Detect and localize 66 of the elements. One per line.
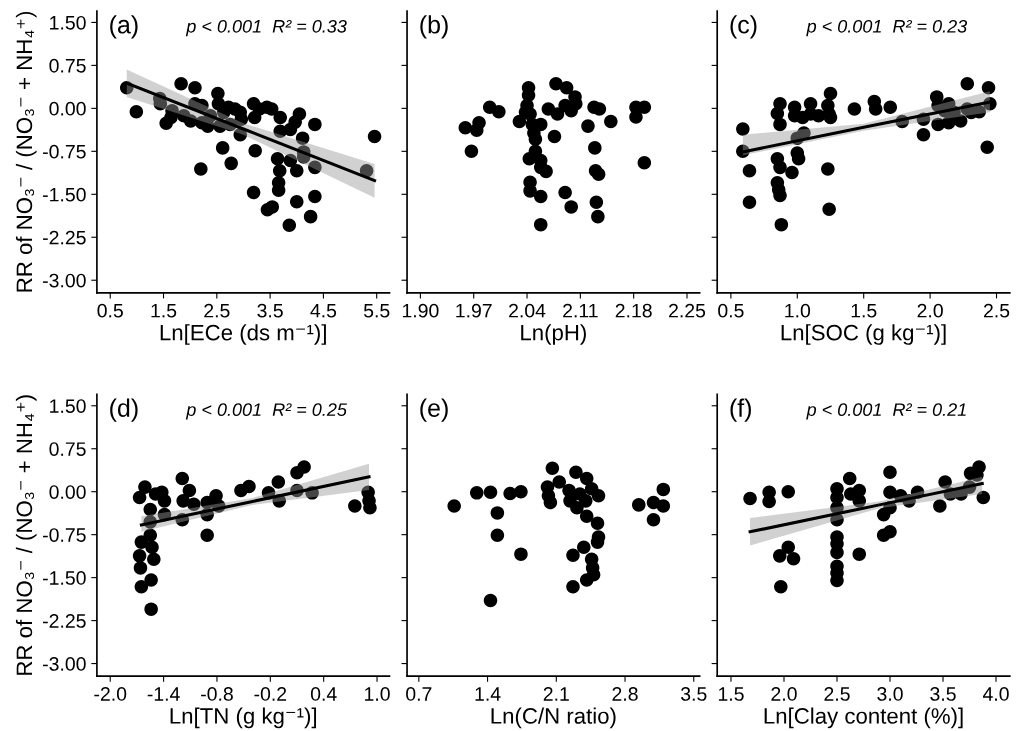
x-tick-label: 3.0 — [877, 687, 903, 701]
x-tick-label: 1.97 — [456, 303, 492, 318]
y-tick-label: 0.75 — [49, 58, 86, 73]
x-tick-label: 2.8 — [612, 687, 638, 701]
y-tick-label: -3.00 — [43, 657, 86, 671]
annotation: (c) — [730, 15, 757, 39]
x-tick-label: 5.5 — [363, 303, 390, 318]
x-tick-label: 0.5 — [718, 303, 744, 318]
x-tick-label: 2.0 — [917, 303, 943, 318]
x-tick-label: 2.0 — [771, 687, 797, 701]
x-tick-label: 1.90 — [402, 303, 439, 318]
x-axis-title: Ln[ECe (ds m⁻¹)] — [160, 324, 326, 345]
y-tick-label: -2.25 — [43, 614, 86, 628]
x-tick-label: 2.25 — [669, 303, 706, 318]
x-tick-label: 2.5 — [824, 687, 850, 701]
y-tick-label: -2.25 — [43, 230, 86, 245]
annotation: (b) — [420, 15, 448, 39]
x-axis-title: Ln(C/N ratio) — [491, 707, 616, 729]
x-tick-label: 0.4 — [310, 687, 337, 701]
x-tick-label: 1.0 — [365, 687, 390, 701]
annotation: p < 0.001 R² = 0.33 — [185, 19, 347, 37]
x-tick-label: 0.5 — [97, 303, 123, 318]
x-axis-title: Ln[SOC (g kg⁻¹)] — [781, 324, 946, 345]
y-tick-label: -1.50 — [43, 571, 86, 585]
annotation: p < 0.001 R² = 0.21 — [806, 403, 966, 420]
x-tick-label: 4.5 — [310, 303, 337, 318]
x-tick-label: 0.7 — [406, 687, 432, 701]
x-tick-label: 1.5 — [851, 303, 877, 318]
annotation: (f) — [730, 398, 751, 422]
y-tick-label: -0.75 — [43, 528, 86, 542]
annotation: (e) — [420, 398, 448, 422]
x-tick-label: 1.4 — [475, 687, 501, 701]
x-tick-label: 2.5 — [983, 303, 1010, 318]
annotation: (a) — [110, 15, 138, 39]
x-tick-label: -0.8 — [201, 687, 233, 701]
y-tick-label: 0.00 — [49, 101, 86, 116]
x-tick-label: 2.04 — [509, 303, 546, 318]
x-tick-label: 2.11 — [563, 303, 598, 318]
y-tick-label: 0.75 — [49, 442, 86, 456]
y-tick-label: 1.50 — [50, 399, 86, 413]
x-axis-title: Ln[TN (g kg⁻¹)] — [170, 707, 317, 729]
y-tick-label: -0.75 — [43, 144, 86, 159]
x-tick-label: 2.1 — [543, 687, 569, 701]
annotation: (d) — [110, 398, 138, 422]
x-tick-label: 1.5 — [718, 687, 744, 701]
y-tick-label: 1.50 — [50, 15, 86, 30]
annotation: p < 0.001 R² = 0.25 — [185, 403, 347, 420]
y-tick-label: 0.00 — [49, 485, 86, 499]
x-tick-label: 1.0 — [785, 303, 811, 318]
y-axis-title: RR of NO₃⁻ / (NO₃⁻ + NH₄⁺) — [15, 11, 37, 292]
annotation: p < 0.001 R² = 0.23 — [806, 19, 968, 37]
x-tick-label: -0.2 — [254, 687, 287, 701]
x-tick-label: 3.5 — [930, 687, 956, 701]
y-tick-label: -1.50 — [43, 187, 86, 202]
x-axis-title: Ln(pH) — [521, 324, 586, 345]
y-tick-label: -3.00 — [43, 273, 86, 288]
x-tick-label: 3.5 — [257, 303, 283, 318]
x-axis-title: Ln[Clay content (%)] — [764, 707, 963, 729]
x-tick-label: 1.5 — [151, 303, 177, 318]
x-tick-label: 4.0 — [982, 687, 1009, 701]
x-tick-label: 3.5 — [680, 687, 707, 701]
x-tick-label: -1.4 — [147, 687, 180, 701]
x-tick-label: 2.18 — [615, 303, 652, 318]
x-tick-label: 2.5 — [204, 303, 230, 318]
x-tick-label: -2.0 — [94, 687, 127, 701]
y-axis-title: RR of NO₃⁻ / (NO₃⁻ + NH₄⁺) — [15, 395, 37, 675]
